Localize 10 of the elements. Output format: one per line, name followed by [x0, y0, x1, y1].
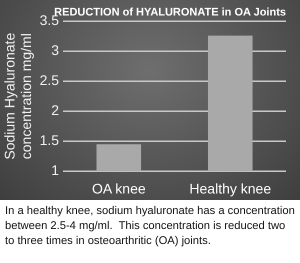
y-tick-label: 2: [51, 102, 60, 118]
x-tick-label: Healthy knee: [189, 180, 272, 196]
y-tick-label: 1: [51, 162, 60, 178]
text: In a healthy knee, sodium hyaluronate has a concentration between 2.5-4 mg/ml. This concentration is reduced two to three times in osteoarthritic (OA) joints.: [4, 204, 296, 249]
x-tick-label: OA knee: [92, 180, 146, 196]
y-tick-label: 3: [51, 42, 60, 58]
chart-title: REDUCTION of HYALURONATE in OA Joints: [54, 6, 286, 19]
y-tick-label: 2.5: [40, 72, 60, 88]
y-tick-label: 1.5: [40, 132, 60, 148]
y-axis-title: Sodium Hyaluronate concentration mg/ml: [1, 32, 34, 160]
